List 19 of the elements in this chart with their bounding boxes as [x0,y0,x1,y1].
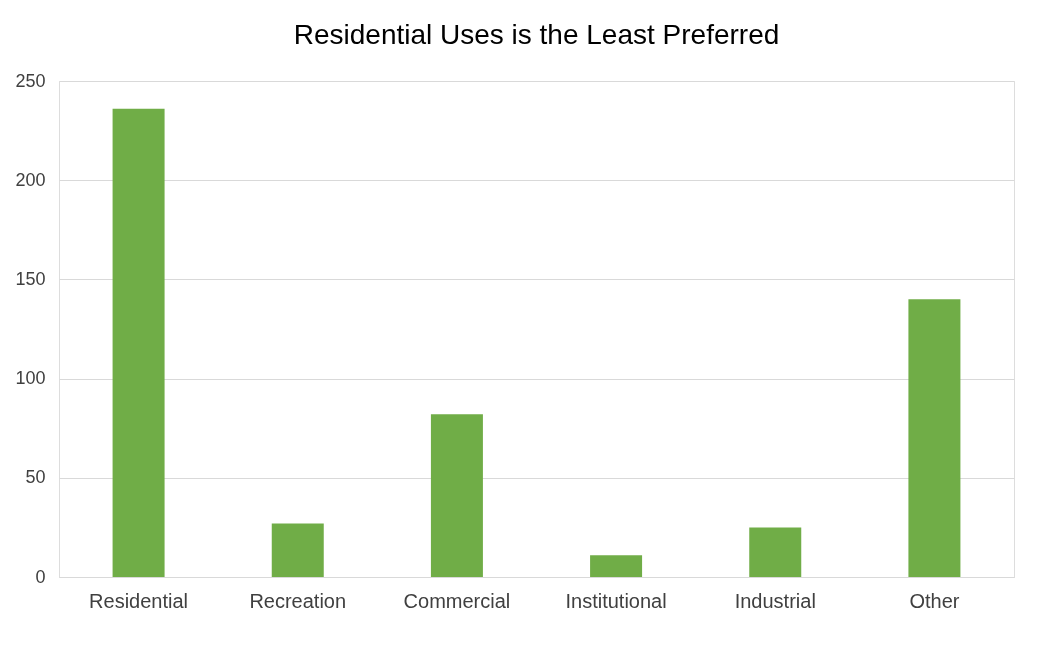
bar [112,108,165,577]
bar [430,414,483,577]
y-tick-label: 100 [15,368,46,389]
y-tick-label: 200 [15,169,46,190]
bar [908,299,961,577]
x-tick-label: Industrial [734,589,816,612]
x-tick-label: Residential [89,589,189,612]
bar [271,523,324,577]
y-tick-label: 250 [15,70,46,91]
x-tick-label: Other [909,589,960,612]
x-tick-label: Commercial [403,589,511,612]
bar [590,555,643,577]
x-tick-label: Recreation [249,589,347,612]
y-tick-label: 150 [15,268,46,289]
chart-title: Residential Uses is the Least Preferred [293,19,780,50]
x-tick-label: Institutional [565,589,667,612]
bar [749,527,802,577]
y-tick-label: 50 [25,467,46,488]
y-tick-label: 0 [35,566,46,587]
